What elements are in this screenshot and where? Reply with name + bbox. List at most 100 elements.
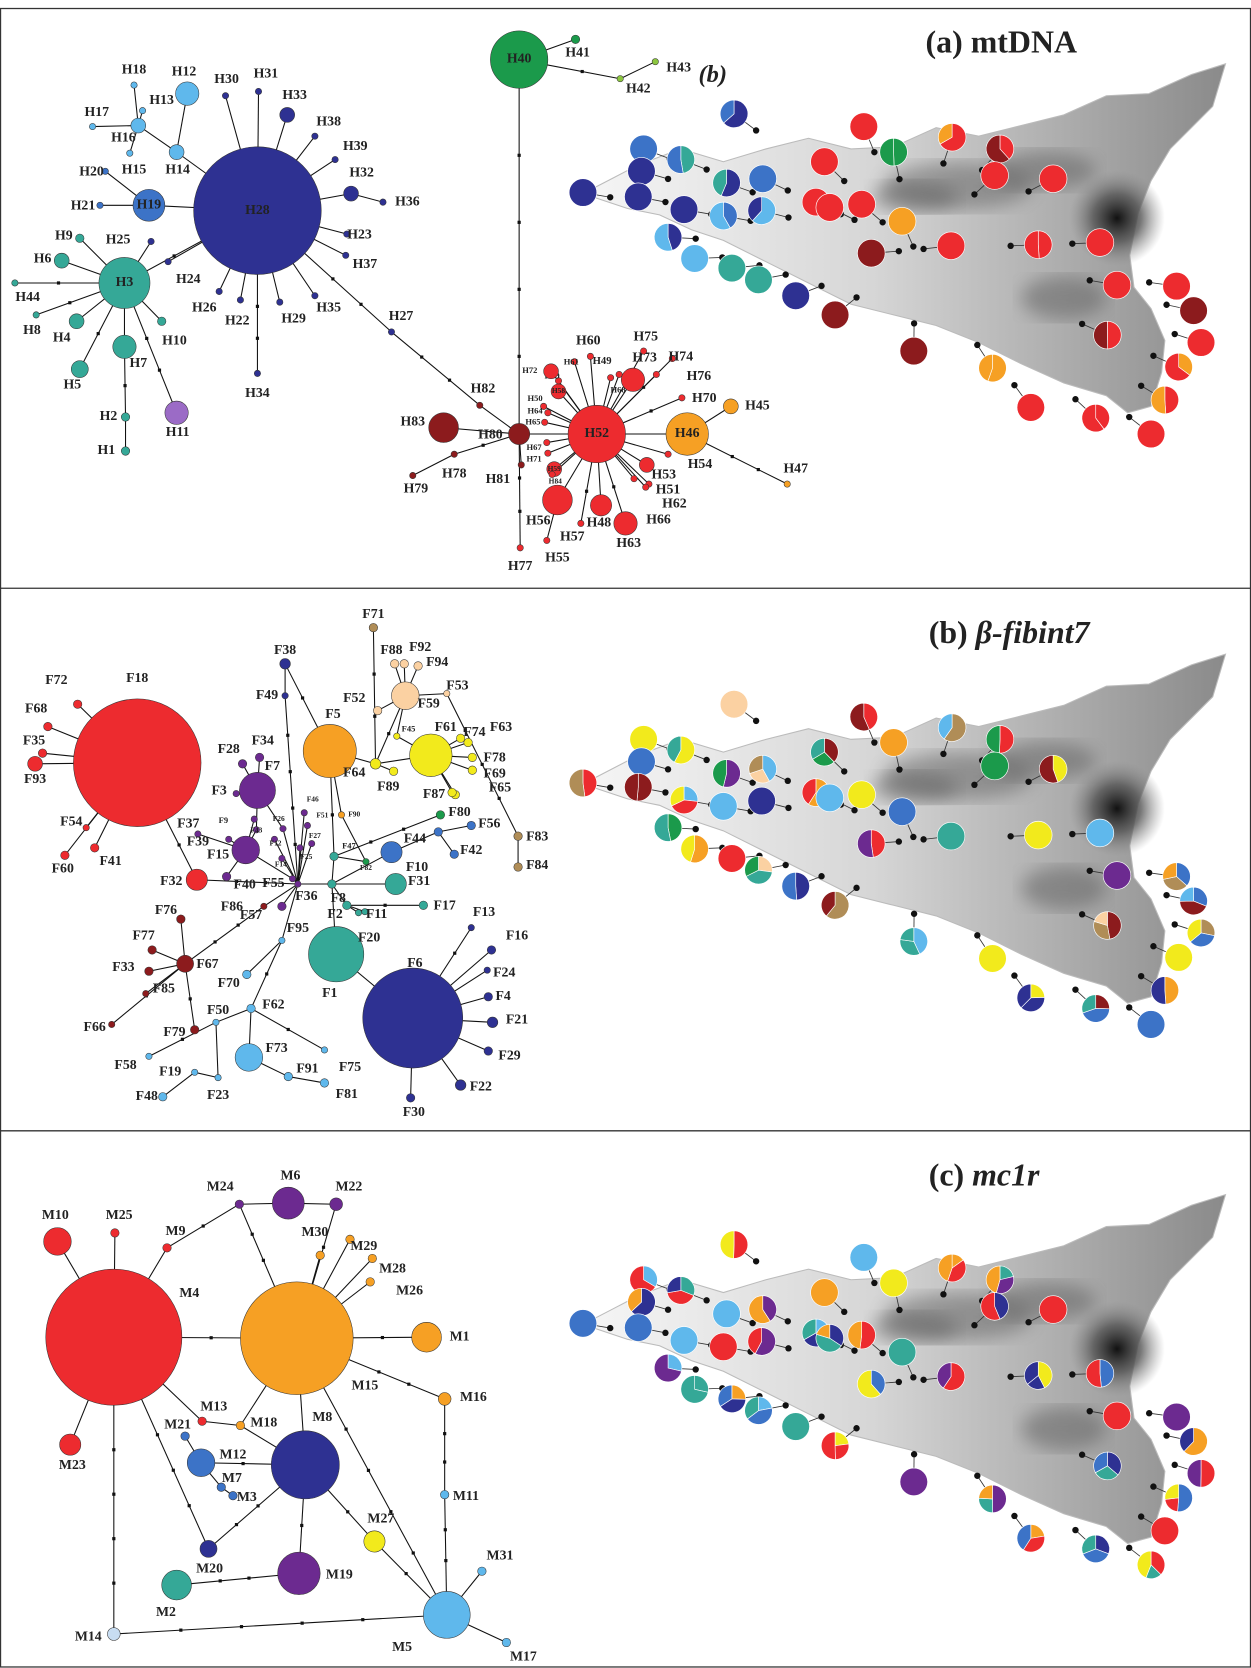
pie-slice bbox=[1107, 1451, 1122, 1476]
locality-dot bbox=[1078, 1451, 1086, 1458]
pie-slice bbox=[1037, 230, 1053, 259]
locality-dot bbox=[785, 214, 792, 221]
pie bbox=[1164, 943, 1193, 972]
haplotype-node bbox=[260, 902, 268, 910]
mutation-step bbox=[730, 454, 734, 459]
mutation-step bbox=[344, 1427, 348, 1431]
network-edge bbox=[297, 825, 308, 885]
haplotype-node bbox=[548, 470, 556, 478]
network-edge bbox=[196, 879, 298, 885]
pie bbox=[627, 157, 656, 186]
pie-slice bbox=[712, 759, 727, 788]
pie-slice bbox=[1179, 900, 1207, 916]
haplotype-node bbox=[68, 313, 85, 329]
haplotype-node bbox=[630, 475, 638, 483]
mutation-step bbox=[480, 762, 484, 766]
pie-slice bbox=[1024, 1361, 1039, 1385]
locality-dot bbox=[910, 833, 917, 841]
pie-slice bbox=[1016, 1524, 1032, 1551]
locality-dot bbox=[871, 148, 878, 156]
pie-slice bbox=[1037, 1361, 1053, 1389]
haplotype-label: F74 bbox=[463, 724, 485, 739]
pie bbox=[1102, 270, 1132, 300]
haplotype-node bbox=[390, 659, 400, 669]
haplotype-label: F41 bbox=[100, 853, 122, 868]
haplotype-label: M9 bbox=[166, 1223, 186, 1238]
locality-dot bbox=[853, 1425, 860, 1432]
haplotype-label: F22 bbox=[470, 1078, 492, 1093]
haplotype-node bbox=[161, 1569, 192, 1601]
haplotype-label: H64 bbox=[528, 406, 544, 416]
locality-dot bbox=[920, 836, 927, 843]
mutation-step bbox=[265, 972, 269, 976]
locality-dot bbox=[662, 198, 669, 206]
haplotype-label: H13 bbox=[149, 92, 174, 107]
pie bbox=[1039, 1295, 1068, 1324]
network-edge bbox=[194, 1071, 219, 1079]
locality-dot bbox=[1171, 1461, 1178, 1469]
haplotype-label: F53 bbox=[446, 677, 468, 692]
locality-dot bbox=[853, 884, 860, 892]
mutation-step bbox=[346, 1510, 350, 1514]
haplotype-node bbox=[651, 58, 659, 66]
haplotype-node bbox=[411, 1322, 442, 1353]
haplotype-label: H53 bbox=[652, 467, 677, 482]
pie bbox=[899, 1467, 928, 1497]
pie bbox=[1016, 393, 1045, 422]
pie-slice bbox=[717, 1384, 733, 1407]
haplotype-node bbox=[289, 875, 297, 883]
haplotype-node bbox=[283, 1072, 293, 1082]
pie bbox=[1186, 328, 1216, 357]
pie-slice bbox=[1095, 1534, 1110, 1555]
pie-slice bbox=[1176, 862, 1191, 887]
haplotype-node bbox=[242, 969, 252, 979]
panel-title: (b) β-fibint7 bbox=[929, 615, 1092, 650]
haplotype-node bbox=[191, 1068, 199, 1076]
haplotype-label: F60 bbox=[52, 860, 74, 875]
haplotype-label: H55 bbox=[545, 550, 570, 565]
pie bbox=[815, 783, 844, 812]
pie-slice bbox=[1150, 1550, 1166, 1576]
mutation-step bbox=[387, 732, 391, 736]
pie bbox=[627, 747, 656, 776]
haplotype-label: F48 bbox=[136, 1088, 158, 1103]
haplotype-label: H52 bbox=[585, 425, 610, 440]
haplotype-node bbox=[296, 844, 304, 852]
locality-dot bbox=[749, 779, 756, 786]
haplotype-label: H35 bbox=[316, 300, 341, 315]
locality-dot bbox=[1072, 986, 1079, 993]
haplotype-node bbox=[331, 156, 339, 164]
haplotype-label: H18 bbox=[122, 61, 147, 76]
haplotype-node bbox=[544, 409, 552, 417]
pie bbox=[717, 253, 747, 283]
haplotype-label: H38 bbox=[316, 114, 341, 129]
locality-dot bbox=[1150, 1483, 1157, 1490]
haplotype-node bbox=[279, 107, 295, 123]
mutation-step bbox=[361, 1618, 365, 1622]
haplotype-node bbox=[639, 457, 655, 473]
haplotype-label: F8 bbox=[331, 890, 346, 905]
haplotype-node bbox=[467, 924, 475, 932]
haplotype-label: F73 bbox=[265, 1040, 287, 1055]
network-edge bbox=[215, 1022, 219, 1078]
network-edge bbox=[454, 433, 520, 455]
haplotype-node bbox=[158, 1092, 168, 1102]
mutation-step bbox=[250, 1232, 254, 1236]
locality-dot bbox=[895, 838, 903, 845]
haplotype-node bbox=[168, 144, 185, 160]
haplotype-node bbox=[121, 446, 131, 456]
haplotype-label: F84 bbox=[526, 857, 548, 872]
pie-slice bbox=[671, 799, 699, 815]
mutation-step bbox=[247, 1576, 251, 1580]
pie-slice bbox=[709, 201, 731, 231]
haplotype-label: F92 bbox=[409, 639, 431, 654]
haplotype-node bbox=[513, 862, 523, 872]
haplotype-label: H72 bbox=[522, 365, 537, 375]
haplotype-label: H33 bbox=[282, 87, 307, 102]
haplotype-label: H63 bbox=[616, 535, 641, 550]
locality-dot bbox=[971, 191, 978, 198]
haplotype-label: H68 bbox=[611, 384, 626, 394]
haplotype-label: F82 bbox=[360, 863, 372, 872]
mutation-step bbox=[255, 304, 260, 308]
pie-slice bbox=[1164, 976, 1180, 1005]
